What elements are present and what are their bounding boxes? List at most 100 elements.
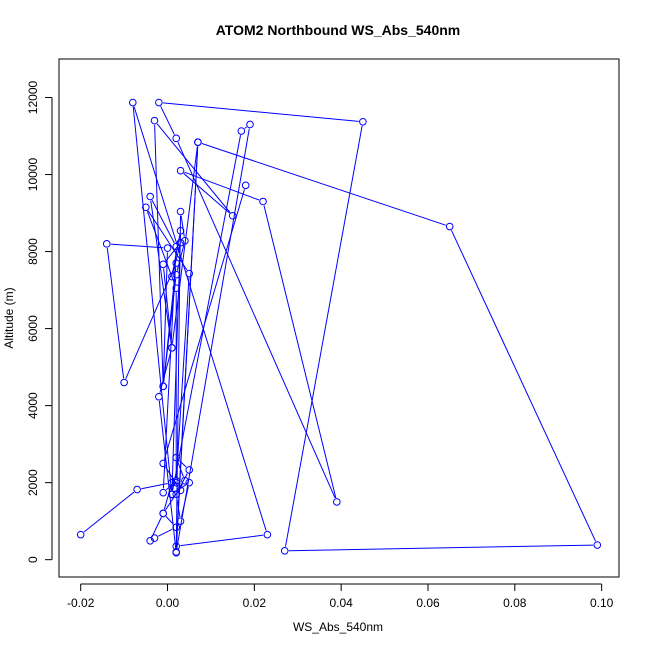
data-point [176,486,185,495]
y-axis: 0 2000 4000 6000 8000 10000 12000 [26,81,53,563]
data-point [259,197,267,206]
data-point [172,490,181,498]
series-segment [125,266,175,379]
series-segment [165,466,179,488]
x-tick-label: 0.00 [156,596,180,610]
data-point [102,240,111,248]
series-segment [180,534,264,547]
x-tick-label: 0.08 [503,596,527,610]
data-point [194,138,202,146]
data-point [185,269,194,278]
data-point [185,466,194,474]
series-segment [132,106,172,491]
series-segment [165,245,179,262]
series-segment [150,200,172,344]
data-point [263,530,272,539]
series-segment [106,247,125,379]
data-point [146,192,154,201]
series-segment [165,483,174,491]
y-tick-label: 12000 [26,81,40,115]
data-point [150,116,159,125]
y-tick-label: 10000 [26,158,40,192]
x-tick-label: 0.10 [590,596,614,610]
series-lines [83,102,596,552]
data-point [185,478,194,487]
series-segment [158,400,177,549]
y-tick-label: 4000 [26,392,40,419]
data-point [237,127,246,135]
series-segment [158,528,173,537]
data-point [176,238,185,247]
series-segment [201,143,446,226]
data-point [445,222,454,231]
data-point [176,166,185,175]
data-point [176,207,185,216]
series-segment [147,210,188,271]
data-point [172,134,181,143]
data-point [172,270,181,279]
data-point [333,498,341,506]
data-point [155,98,163,107]
series-segment [263,205,337,498]
series-segment [162,252,168,383]
data-point [241,181,250,190]
series-segment [176,244,185,271]
series-segment [172,135,242,491]
series-segment [451,230,596,542]
series-segment [83,491,135,533]
series-segment [176,128,250,548]
data-point [133,485,141,494]
y-tick-label: 0 [26,556,40,563]
series-segment [183,173,230,214]
series-segment [156,123,231,213]
chart-title: ATOM2 Northbound WS_Abs_540nm [216,22,461,38]
data-point [159,382,167,391]
data-point [159,509,167,518]
data-point [172,476,181,485]
data-point [593,541,602,549]
series-segment [288,544,594,552]
data-point [172,259,181,267]
data-point [168,478,176,487]
data-point [163,244,172,252]
data-point [120,378,128,387]
data-point [176,226,185,235]
series-segment [154,124,164,383]
data-point [172,548,181,556]
y-axis-label: Altitude (m) [2,287,16,348]
data-point [246,120,254,129]
data-point [150,534,159,542]
series-segment [175,146,199,543]
data-point [172,284,181,292]
series-segment [165,516,174,525]
series-segment [159,351,172,393]
series-segment [180,215,185,237]
series-segment [160,106,175,135]
data-point [176,517,185,525]
x-tick-label: 0.06 [416,596,440,610]
data-point [172,478,181,487]
data-point [128,98,137,107]
series-points [76,98,602,557]
data-point [181,236,189,245]
series-segment [151,517,162,538]
data-point [172,542,181,550]
series-segment [163,189,245,460]
series-segment [177,141,336,499]
data-point [228,211,237,220]
data-point [168,344,176,352]
series-segment [163,268,172,344]
x-tick-label: 0.04 [329,596,353,610]
data-point [155,392,163,401]
data-point [280,547,289,555]
data-point [159,459,167,468]
series-segment [244,126,247,129]
data-point [359,117,367,126]
x-axis: -0.02 0.00 0.02 0.04 0.06 0.08 0.10 [67,583,614,610]
series-segment [162,102,359,122]
x-tick-label: 0.02 [243,596,267,610]
data-point [159,260,167,269]
series-segment [175,215,181,549]
data-point [76,530,85,539]
series-segment [151,199,175,244]
